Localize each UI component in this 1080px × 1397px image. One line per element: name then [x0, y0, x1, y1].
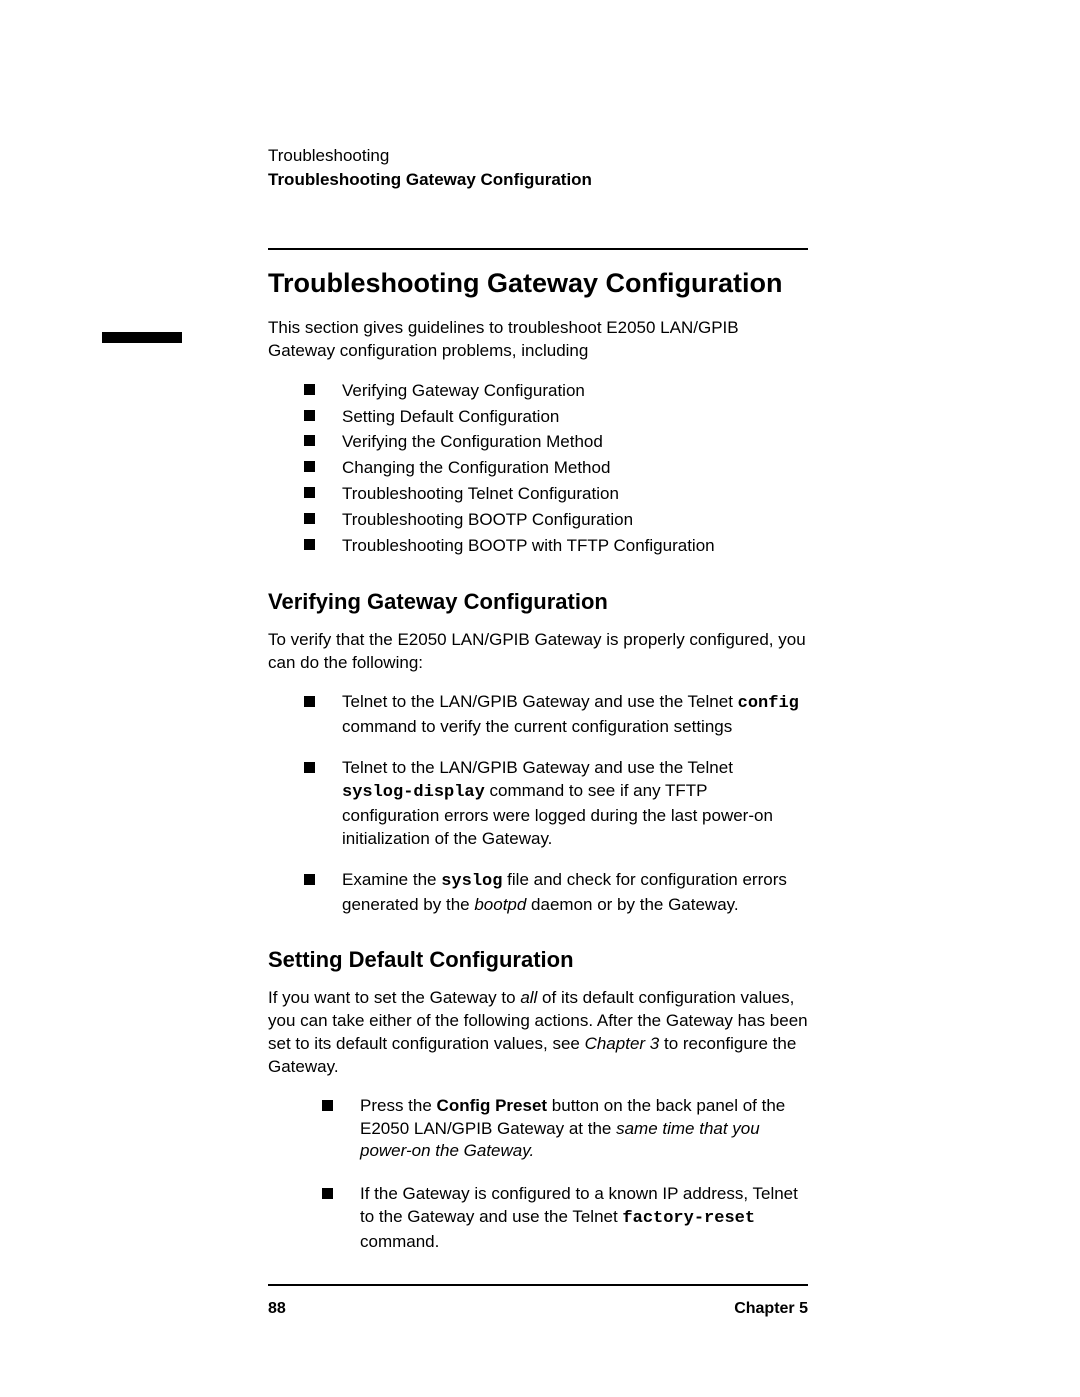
- text: Telnet to the LAN/GPIB Gateway and use t…: [342, 758, 733, 777]
- code: config: [738, 694, 799, 713]
- page-title: Troubleshooting Gateway Configuration: [268, 268, 808, 299]
- list-item: Telnet to the LAN/GPIB Gateway and use t…: [318, 691, 808, 739]
- default-config-list: Press the Config Preset button on the ba…: [268, 1095, 808, 1255]
- code: syslog-display: [342, 783, 485, 802]
- verify-list: Telnet to the LAN/GPIB Gateway and use t…: [268, 691, 808, 917]
- chapter-label: Chapter 5: [734, 1300, 808, 1318]
- list-item: Troubleshooting BOOTP with TFTP Configur…: [318, 534, 808, 558]
- page-number: 88: [268, 1300, 286, 1318]
- text: Press the: [360, 1096, 437, 1115]
- list-item: Troubleshooting Telnet Configuration: [318, 482, 808, 506]
- text: If you want to set the Gateway to: [268, 988, 520, 1007]
- header-chapter: Troubleshooting: [268, 146, 808, 166]
- section-marker-bar: [102, 332, 182, 343]
- topics-list: Verifying Gateway Configuration Setting …: [268, 379, 808, 558]
- italic-text: all: [520, 988, 537, 1007]
- section-heading: Setting Default Configuration: [268, 947, 808, 973]
- italic-text: Chapter 3: [585, 1034, 660, 1053]
- list-item: Telnet to the LAN/GPIB Gateway and use t…: [318, 757, 808, 851]
- text: daemon or by the Gateway.: [526, 895, 738, 914]
- top-rule: [268, 248, 808, 250]
- list-item: Press the Config Preset button on the ba…: [336, 1095, 808, 1164]
- text: command to verify the current configurat…: [342, 717, 732, 736]
- content-block: Troubleshooting Gateway Configuration Th…: [268, 248, 808, 1318]
- list-item: Setting Default Configuration: [318, 405, 808, 429]
- text: command.: [360, 1232, 439, 1251]
- bold-text: Config Preset: [437, 1096, 548, 1115]
- intro-paragraph: This section gives guidelines to trouble…: [268, 317, 808, 363]
- section-heading: Verifying Gateway Configuration: [268, 589, 808, 615]
- list-item: Verifying Gateway Configuration: [318, 379, 808, 403]
- list-item: If the Gateway is configured to a known …: [336, 1183, 808, 1254]
- running-header: Troubleshooting Troubleshooting Gateway …: [268, 146, 808, 190]
- list-item: Verifying the Configuration Method: [318, 430, 808, 454]
- list-item: Changing the Configuration Method: [318, 456, 808, 480]
- header-section: Troubleshooting Gateway Configuration: [268, 170, 808, 190]
- text: Examine the: [342, 870, 441, 889]
- section-intro: To verify that the E2050 LAN/GPIB Gatewa…: [268, 629, 808, 675]
- section-intro: If you want to set the Gateway to all of…: [268, 987, 808, 1079]
- code: factory-reset: [622, 1209, 755, 1228]
- text: Telnet to the LAN/GPIB Gateway and use t…: [342, 692, 738, 711]
- page-footer: 88 Chapter 5: [268, 1300, 808, 1318]
- list-item: Troubleshooting BOOTP Configuration: [318, 508, 808, 532]
- list-item: Examine the syslog file and check for co…: [318, 869, 808, 917]
- document-page: Troubleshooting Troubleshooting Gateway …: [268, 146, 808, 1318]
- footer-rule: [268, 1284, 808, 1286]
- code: syslog: [441, 872, 502, 891]
- italic-text: bootpd: [474, 895, 526, 914]
